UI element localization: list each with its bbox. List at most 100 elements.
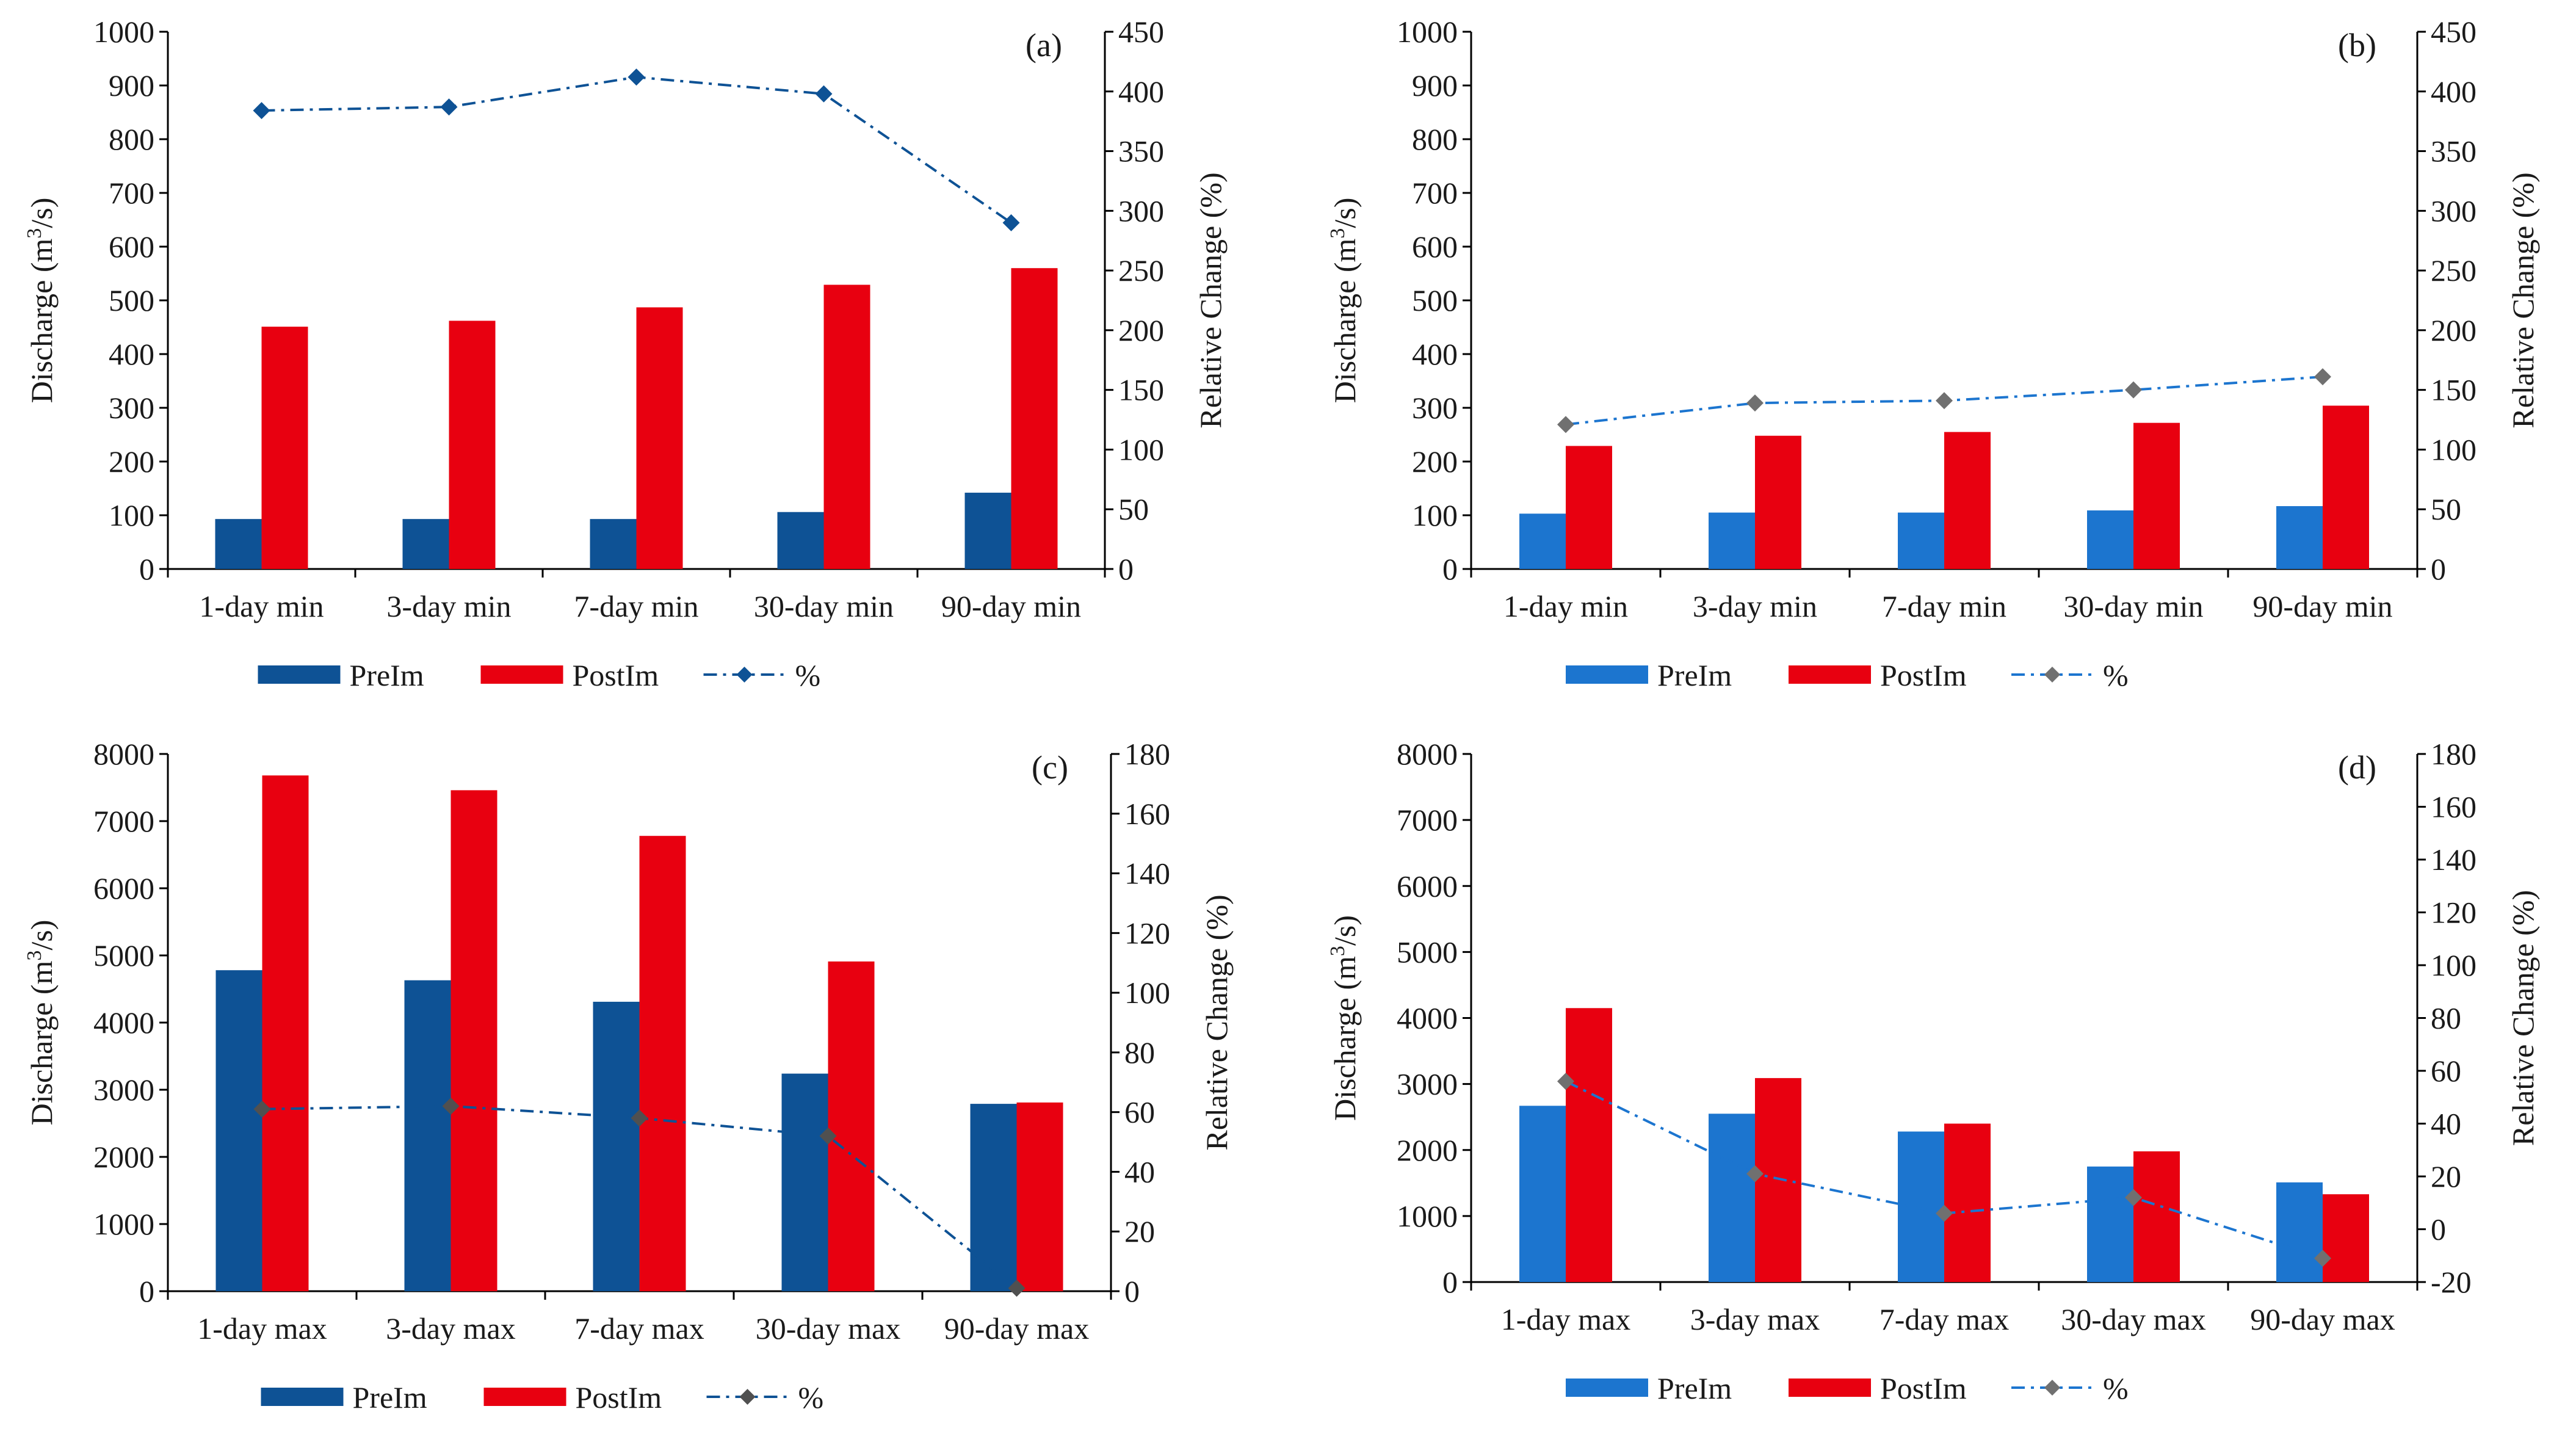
legend-item-pct: % — [703, 658, 821, 692]
left-tick-label: 300 — [109, 391, 154, 425]
relative-change-marker-1 — [253, 102, 270, 120]
legend-item-postim: PostIm — [480, 658, 659, 692]
category-label: 7-day max — [1880, 1302, 2009, 1336]
bar-preim-1 — [215, 519, 262, 569]
left-tick-label: 400 — [109, 337, 154, 371]
legend-label: PostIm — [1880, 1371, 1967, 1405]
left-tick-label: 700 — [1412, 176, 1458, 210]
left-tick-label: 1000 — [93, 1207, 154, 1241]
legend-label: PreIm — [1657, 1371, 1732, 1405]
legend-label: PostIm — [576, 1380, 662, 1415]
right-tick-label: 300 — [2431, 194, 2477, 228]
relative-change-marker-4 — [815, 85, 833, 103]
legend-label: % — [795, 658, 821, 692]
category-label: 7-day min — [1882, 589, 2006, 623]
bar-preim-4 — [781, 1073, 828, 1291]
relative-change-marker-3 — [628, 68, 645, 86]
left-tick-label: 7000 — [1397, 803, 1458, 837]
category-label: 3-day max — [386, 1311, 515, 1346]
legend-label: PreIm — [353, 1380, 427, 1415]
bar-postim-2 — [449, 321, 496, 569]
left-tick-label: 600 — [1412, 230, 1458, 264]
bar-preim-1 — [1519, 1106, 1566, 1282]
right-tick-label: 450 — [2431, 15, 2477, 49]
bar-postim-5 — [1011, 268, 1058, 569]
bar-postim-3 — [639, 836, 686, 1291]
right-tick-label: 20 — [2431, 1159, 2461, 1194]
relative-change-marker-5 — [1002, 214, 1020, 231]
left-tick-label: 900 — [109, 68, 154, 103]
category-label: 1-day max — [1501, 1302, 1630, 1336]
right-tick-label: 60 — [2431, 1054, 2461, 1088]
category-label: 7-day max — [574, 1311, 704, 1346]
right-tick-label: 100 — [1124, 976, 1170, 1010]
relative-change-marker-2 — [442, 1097, 460, 1115]
right-tick-label: 180 — [2431, 737, 2477, 771]
bar-preim-5 — [964, 493, 1011, 569]
legend-marker — [2044, 1380, 2060, 1396]
relative-change-marker-2 — [1746, 1165, 1764, 1183]
right-tick-label: 60 — [1124, 1095, 1155, 1129]
right-tick-label: 160 — [1124, 797, 1170, 831]
left-tick-label: 100 — [109, 498, 154, 532]
legend-label: % — [2103, 1371, 2129, 1405]
right-tick-label: 40 — [2431, 1107, 2461, 1141]
right-tick-label: 160 — [2431, 790, 2477, 824]
chart-panel-2: 0 100 200 300 400 500 600 700 800 900 1000 0 50 100 15… — [1326, 15, 2540, 692]
panel-label: (d) — [2338, 749, 2376, 786]
left-tick-label: 8000 — [1397, 737, 1458, 771]
legend-marker — [736, 667, 753, 683]
left-tick-label: 0 — [139, 1274, 154, 1308]
legend-label: PreIm — [1657, 658, 1732, 692]
y2-axis-title: Relative Change (%) — [2506, 890, 2540, 1146]
legend-item-pct: % — [706, 1380, 823, 1415]
legend-item-preim: PreIm — [261, 1380, 427, 1415]
left-tick-label: 3000 — [1397, 1067, 1458, 1101]
bar-postim-1 — [1566, 1008, 1612, 1282]
right-tick-label: 200 — [2431, 313, 2477, 347]
bar-postim-3 — [636, 307, 683, 569]
right-tick-label: 50 — [1118, 492, 1149, 526]
right-tick-label: 140 — [1124, 857, 1170, 891]
left-tick-label: 100 — [1412, 498, 1458, 532]
legend-swatch — [480, 665, 563, 684]
chart-panel-3: 0 1000 2000 3000 4000 5000 6000 7000 8000 0 20 40 60… — [23, 737, 1234, 1415]
right-tick-label: 250 — [2431, 253, 2477, 288]
category-label: 1-day max — [197, 1311, 327, 1346]
legend-swatch — [261, 1388, 344, 1406]
category-label: 90-day max — [2250, 1302, 2395, 1336]
right-tick-label: 450 — [1118, 15, 1164, 49]
bar-preim-1 — [215, 970, 262, 1291]
left-tick-label: 6000 — [1397, 869, 1458, 903]
legend-item-preim: PreIm — [258, 658, 424, 692]
right-tick-label: 150 — [1118, 373, 1164, 407]
bar-postim-3 — [1944, 1123, 1991, 1282]
right-tick-label: 350 — [1118, 134, 1164, 168]
bar-postim-4 — [823, 284, 870, 569]
category-label: 30-day max — [2061, 1302, 2205, 1336]
right-tick-label: 120 — [2431, 896, 2477, 930]
relative-change-marker-3 — [631, 1109, 648, 1127]
legend-item-postim: PostIm — [1789, 1371, 1967, 1405]
right-tick-label: 350 — [2431, 134, 2477, 168]
relative-change-marker-2 — [1746, 394, 1764, 412]
right-tick-label: 100 — [2431, 432, 2477, 466]
bar-preim-5 — [970, 1104, 1017, 1291]
left-tick-label: 5000 — [1397, 935, 1458, 969]
left-tick-label: 600 — [109, 230, 154, 264]
right-tick-label: 40 — [1124, 1154, 1155, 1189]
relative-change-marker-4 — [2125, 381, 2142, 399]
right-tick-label: 140 — [2431, 842, 2477, 877]
bar-preim-2 — [1709, 512, 1755, 569]
left-tick-label: 1000 — [1397, 1199, 1458, 1233]
left-tick-label: 0 — [1442, 552, 1458, 586]
bar-preim-5 — [2276, 506, 2323, 569]
right-tick-label: 80 — [1124, 1035, 1155, 1070]
panel-label: (c) — [1032, 749, 1068, 786]
left-tick-label: 700 — [109, 176, 154, 210]
left-tick-label: 300 — [1412, 391, 1458, 425]
legend-label: PreIm — [350, 658, 424, 692]
legend-item-pct: % — [2011, 1371, 2129, 1405]
